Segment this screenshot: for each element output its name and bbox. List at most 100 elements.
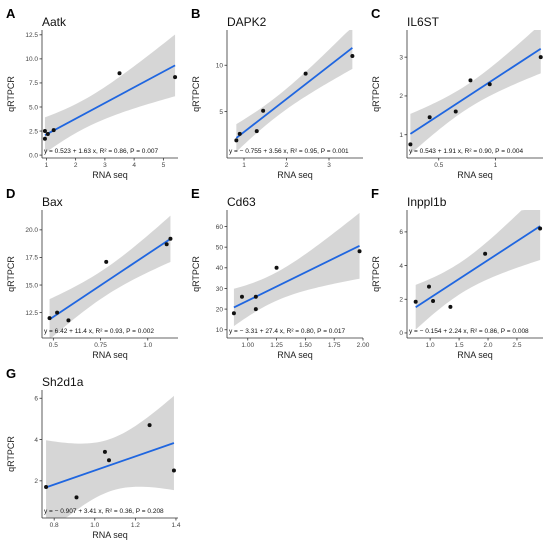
x-tick-label: 2.00	[357, 342, 370, 349]
confidence-band	[236, 30, 353, 152]
chart-title: Inppl1b	[407, 195, 447, 209]
data-point	[164, 242, 169, 247]
x-tick-label: 5	[162, 162, 166, 169]
confidence-band	[46, 395, 174, 518]
y-tick-label: 20	[216, 306, 224, 313]
data-point	[453, 109, 458, 114]
x-tick-label: 0.5	[434, 162, 443, 169]
panel-letter: A	[6, 6, 16, 21]
x-axis-title: RNA seq	[92, 530, 128, 540]
data-point	[231, 311, 236, 316]
regression-line	[415, 225, 541, 309]
chart-title: Cd63	[227, 195, 256, 209]
regression-line	[45, 442, 175, 489]
y-tick-label: 10.0	[25, 56, 38, 63]
panel-letter: B	[191, 6, 200, 21]
data-point	[303, 71, 308, 76]
confidence-band	[49, 215, 171, 338]
panel-letter: C	[371, 6, 381, 21]
data-point	[171, 468, 176, 473]
data-point	[253, 307, 258, 312]
y-axis-title: qRTPCR	[191, 256, 201, 292]
data-point	[427, 115, 432, 120]
x-tick-label: 0.8	[50, 522, 59, 529]
x-tick-label: 1.25	[270, 342, 283, 349]
x-tick-label: 1.00	[241, 342, 254, 349]
data-point	[468, 78, 473, 83]
panel-c: C IL6ST 1 2 3 0.5 1 y = 0.543 + 1.91 x, R² = 0.…	[371, 6, 543, 180]
y-tick-label: 2	[399, 297, 403, 304]
data-point	[253, 294, 258, 299]
regression-equation: y = − 0.755 + 3.56 x, R² = 0.95, P = 0.0…	[229, 148, 349, 155]
x-tick-label: 1	[494, 162, 498, 169]
data-point	[239, 294, 244, 299]
data-point	[413, 299, 418, 304]
panel-letter: D	[6, 186, 15, 201]
x-tick-label: 1.50	[299, 342, 312, 349]
confidence-band	[44, 34, 176, 153]
panel-e: E Cd63 10 20 30 40 50 60 1.00 1.25 1.50 1.75 2.00 y =…	[191, 186, 370, 360]
chart-title: Sh2d1a	[42, 375, 84, 389]
y-tick-label: 6	[399, 229, 403, 236]
y-tick-label: 4	[399, 263, 403, 270]
y-axis-title: qRTPCR	[6, 256, 16, 292]
data-point	[254, 129, 259, 134]
data-point	[104, 259, 109, 264]
panel-letter: G	[6, 366, 16, 381]
data-point	[234, 138, 239, 143]
data-point	[173, 75, 178, 80]
y-tick-label: 50	[216, 244, 224, 251]
panel-b: B DAPK2 5 10 1 2 3 y = − 0.755 + 3.56 x, R² = 0…	[191, 6, 363, 180]
y-tick-label: 2.5	[29, 128, 38, 135]
y-axis-title: qRTPCR	[6, 436, 16, 472]
x-axis-title: RNA seq	[457, 350, 493, 360]
y-tick-label: 2	[399, 93, 403, 100]
x-axis-title: RNA seq	[457, 170, 493, 180]
y-tick-label: 3	[399, 54, 403, 61]
regression-line	[409, 47, 542, 135]
x-tick-label: 3	[103, 162, 107, 169]
data-point	[426, 284, 431, 289]
x-axis-title: RNA seq	[92, 350, 128, 360]
chart-title: IL6ST	[407, 15, 440, 29]
panel-letter: F	[371, 186, 379, 201]
data-point	[357, 249, 362, 254]
panel-d: D Bax 12.5 15.0 17.5 20.0 0.5 0.75 1.0 y = 6.42 +…	[6, 186, 178, 360]
data-point	[45, 131, 50, 136]
x-tick-label: 1.75	[328, 342, 341, 349]
regression-equation: y = − 0.907 + 3.41 x, R² = 0.36, P = 0.2…	[44, 508, 164, 515]
chart-title: Aatk	[42, 15, 67, 29]
x-tick-label: 1.0	[90, 522, 99, 529]
y-tick-label: 30	[216, 286, 224, 293]
y-axis-title: qRTPCR	[6, 76, 16, 112]
y-tick-label: 0.0	[29, 152, 38, 159]
x-tick-label: 1.0	[426, 342, 435, 349]
data-point	[538, 226, 543, 231]
data-point	[117, 71, 122, 76]
x-tick-label: 1.0	[143, 342, 152, 349]
data-point	[431, 298, 436, 303]
y-tick-label: 20.0	[25, 227, 38, 234]
y-tick-label: 17.5	[25, 255, 38, 262]
y-tick-label: 2	[34, 478, 38, 485]
regression-equation: y = − 0.154 + 2.24 x, R² = 0.86, P = 0.0…	[409, 328, 529, 335]
x-axis-title: RNA seq	[277, 170, 313, 180]
x-tick-label: 1	[45, 162, 49, 169]
y-tick-label: 10	[216, 327, 224, 334]
y-tick-label: 7.5	[29, 80, 38, 87]
y-tick-label: 40	[216, 265, 224, 272]
x-tick-label: 2	[74, 162, 78, 169]
x-tick-label: 2.5	[512, 342, 521, 349]
data-point	[448, 304, 453, 309]
data-point	[66, 318, 71, 323]
x-tick-label: 0.75	[94, 342, 107, 349]
data-point	[261, 108, 266, 113]
regression-equation: y = − 3.31 + 27.4 x, R² = 0.80, P = 0.01…	[229, 328, 345, 335]
x-tick-label: 1.5	[455, 342, 464, 349]
data-point	[237, 131, 242, 136]
y-tick-label: 10	[216, 63, 224, 70]
data-point	[102, 449, 107, 454]
y-tick-label: 60	[216, 224, 224, 231]
data-point	[42, 129, 47, 134]
